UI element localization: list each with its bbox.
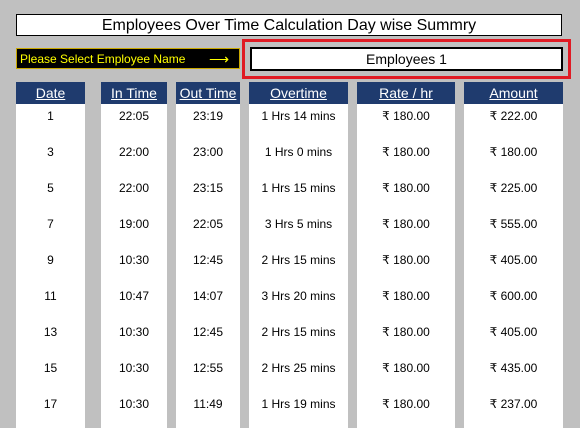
cell-in-time[interactable]: 10:30 bbox=[101, 248, 167, 284]
cell-in-time[interactable]: 10:47 bbox=[101, 284, 167, 320]
column-out-time: Out Time 23:19 23:00 23:15 22:05 12:45 1… bbox=[176, 82, 240, 428]
employee-selector-highlight: Employees 1 bbox=[242, 39, 571, 79]
cell-overtime[interactable]: 1 Hrs 15 mins bbox=[249, 176, 348, 212]
column-in-time: In Time 22:05 22:00 22:00 19:00 10:30 10… bbox=[101, 82, 167, 428]
column-date: Date 1 3 5 7 9 11 13 15 17 bbox=[16, 82, 85, 428]
cell-date[interactable]: 5 bbox=[16, 176, 85, 212]
cell-in-time[interactable]: 22:05 bbox=[101, 104, 167, 140]
cell-date[interactable]: 13 bbox=[16, 320, 85, 356]
cell-overtime[interactable]: 2 Hrs 15 mins bbox=[249, 320, 348, 356]
cell-rate[interactable]: ₹ 180.00 bbox=[357, 140, 455, 176]
cell-out-time[interactable]: 11:49 bbox=[176, 392, 240, 428]
cell-date[interactable]: 17 bbox=[16, 392, 85, 428]
cell-rate[interactable]: ₹ 180.00 bbox=[357, 356, 455, 392]
cell-date[interactable]: 7 bbox=[16, 212, 85, 248]
cell-rate[interactable]: ₹ 180.00 bbox=[357, 320, 455, 356]
column-rate: Rate / hr ₹ 180.00 ₹ 180.00 ₹ 180.00 ₹ 1… bbox=[357, 82, 455, 428]
cell-amount[interactable]: ₹ 405.00 bbox=[464, 248, 563, 284]
cell-date[interactable]: 15 bbox=[16, 356, 85, 392]
cell-out-time[interactable]: 23:19 bbox=[176, 104, 240, 140]
cell-rate[interactable]: ₹ 180.00 bbox=[357, 248, 455, 284]
cell-rate[interactable]: ₹ 180.00 bbox=[357, 284, 455, 320]
cell-out-time[interactable]: 14:07 bbox=[176, 284, 240, 320]
cell-overtime[interactable]: 3 Hrs 20 mins bbox=[249, 284, 348, 320]
cell-date[interactable]: 1 bbox=[16, 104, 85, 140]
cell-amount[interactable]: ₹ 225.00 bbox=[464, 176, 563, 212]
cell-in-time[interactable]: 10:30 bbox=[101, 392, 167, 428]
cell-out-time[interactable]: 12:45 bbox=[176, 248, 240, 284]
cell-amount[interactable]: ₹ 600.00 bbox=[464, 284, 563, 320]
cell-out-time[interactable]: 12:55 bbox=[176, 356, 240, 392]
header-overtime[interactable]: Overtime bbox=[249, 82, 348, 104]
cell-overtime[interactable]: 3 Hrs 5 mins bbox=[249, 212, 348, 248]
cell-out-time[interactable]: 22:05 bbox=[176, 212, 240, 248]
column-amount: Amount ₹ 222.00 ₹ 180.00 ₹ 225.00 ₹ 555.… bbox=[464, 82, 563, 428]
cell-in-time[interactable]: 10:30 bbox=[101, 320, 167, 356]
cell-amount[interactable]: ₹ 405.00 bbox=[464, 320, 563, 356]
sheet-title: Employees Over Time Calculation Day wise… bbox=[16, 14, 562, 36]
header-rate[interactable]: Rate / hr bbox=[357, 82, 455, 104]
cell-amount[interactable]: ₹ 180.00 bbox=[464, 140, 563, 176]
cell-amount[interactable]: ₹ 435.00 bbox=[464, 356, 563, 392]
cell-in-time[interactable]: 22:00 bbox=[101, 140, 167, 176]
cell-in-time[interactable]: 19:00 bbox=[101, 212, 167, 248]
cell-in-time[interactable]: 22:00 bbox=[101, 176, 167, 212]
cell-date[interactable]: 9 bbox=[16, 248, 85, 284]
cell-overtime[interactable]: 1 Hrs 19 mins bbox=[249, 392, 348, 428]
cell-overtime[interactable]: 1 Hrs 14 mins bbox=[249, 104, 348, 140]
cell-date[interactable]: 11 bbox=[16, 284, 85, 320]
right-arrow-icon: ⟶ bbox=[209, 51, 230, 67]
cell-amount[interactable]: ₹ 555.00 bbox=[464, 212, 563, 248]
header-out-time[interactable]: Out Time bbox=[176, 82, 240, 104]
select-employee-label-text: Please Select Employee Name bbox=[20, 52, 186, 66]
header-in-time[interactable]: In Time bbox=[101, 82, 167, 104]
cell-out-time[interactable]: 12:45 bbox=[176, 320, 240, 356]
header-date[interactable]: Date bbox=[16, 82, 85, 104]
cell-rate[interactable]: ₹ 180.00 bbox=[357, 392, 455, 428]
cell-overtime[interactable]: 2 Hrs 15 mins bbox=[249, 248, 348, 284]
cell-rate[interactable]: ₹ 180.00 bbox=[357, 212, 455, 248]
select-employee-label: Please Select Employee Name ⟶ bbox=[16, 48, 240, 69]
cell-overtime[interactable]: 1 Hrs 0 mins bbox=[249, 140, 348, 176]
cell-rate[interactable]: ₹ 180.00 bbox=[357, 104, 455, 140]
cell-date[interactable]: 3 bbox=[16, 140, 85, 176]
cell-in-time[interactable]: 10:30 bbox=[101, 356, 167, 392]
header-amount[interactable]: Amount bbox=[464, 82, 563, 104]
cell-rate[interactable]: ₹ 180.00 bbox=[357, 176, 455, 212]
cell-amount[interactable]: ₹ 222.00 bbox=[464, 104, 563, 140]
cell-out-time[interactable]: 23:00 bbox=[176, 140, 240, 176]
column-overtime: Overtime 1 Hrs 14 mins 1 Hrs 0 mins 1 Hr… bbox=[249, 82, 348, 428]
cell-out-time[interactable]: 23:15 bbox=[176, 176, 240, 212]
cell-amount[interactable]: ₹ 237.00 bbox=[464, 392, 563, 428]
employee-select-dropdown[interactable]: Employees 1 bbox=[250, 47, 563, 71]
cell-overtime[interactable]: 2 Hrs 25 mins bbox=[249, 356, 348, 392]
